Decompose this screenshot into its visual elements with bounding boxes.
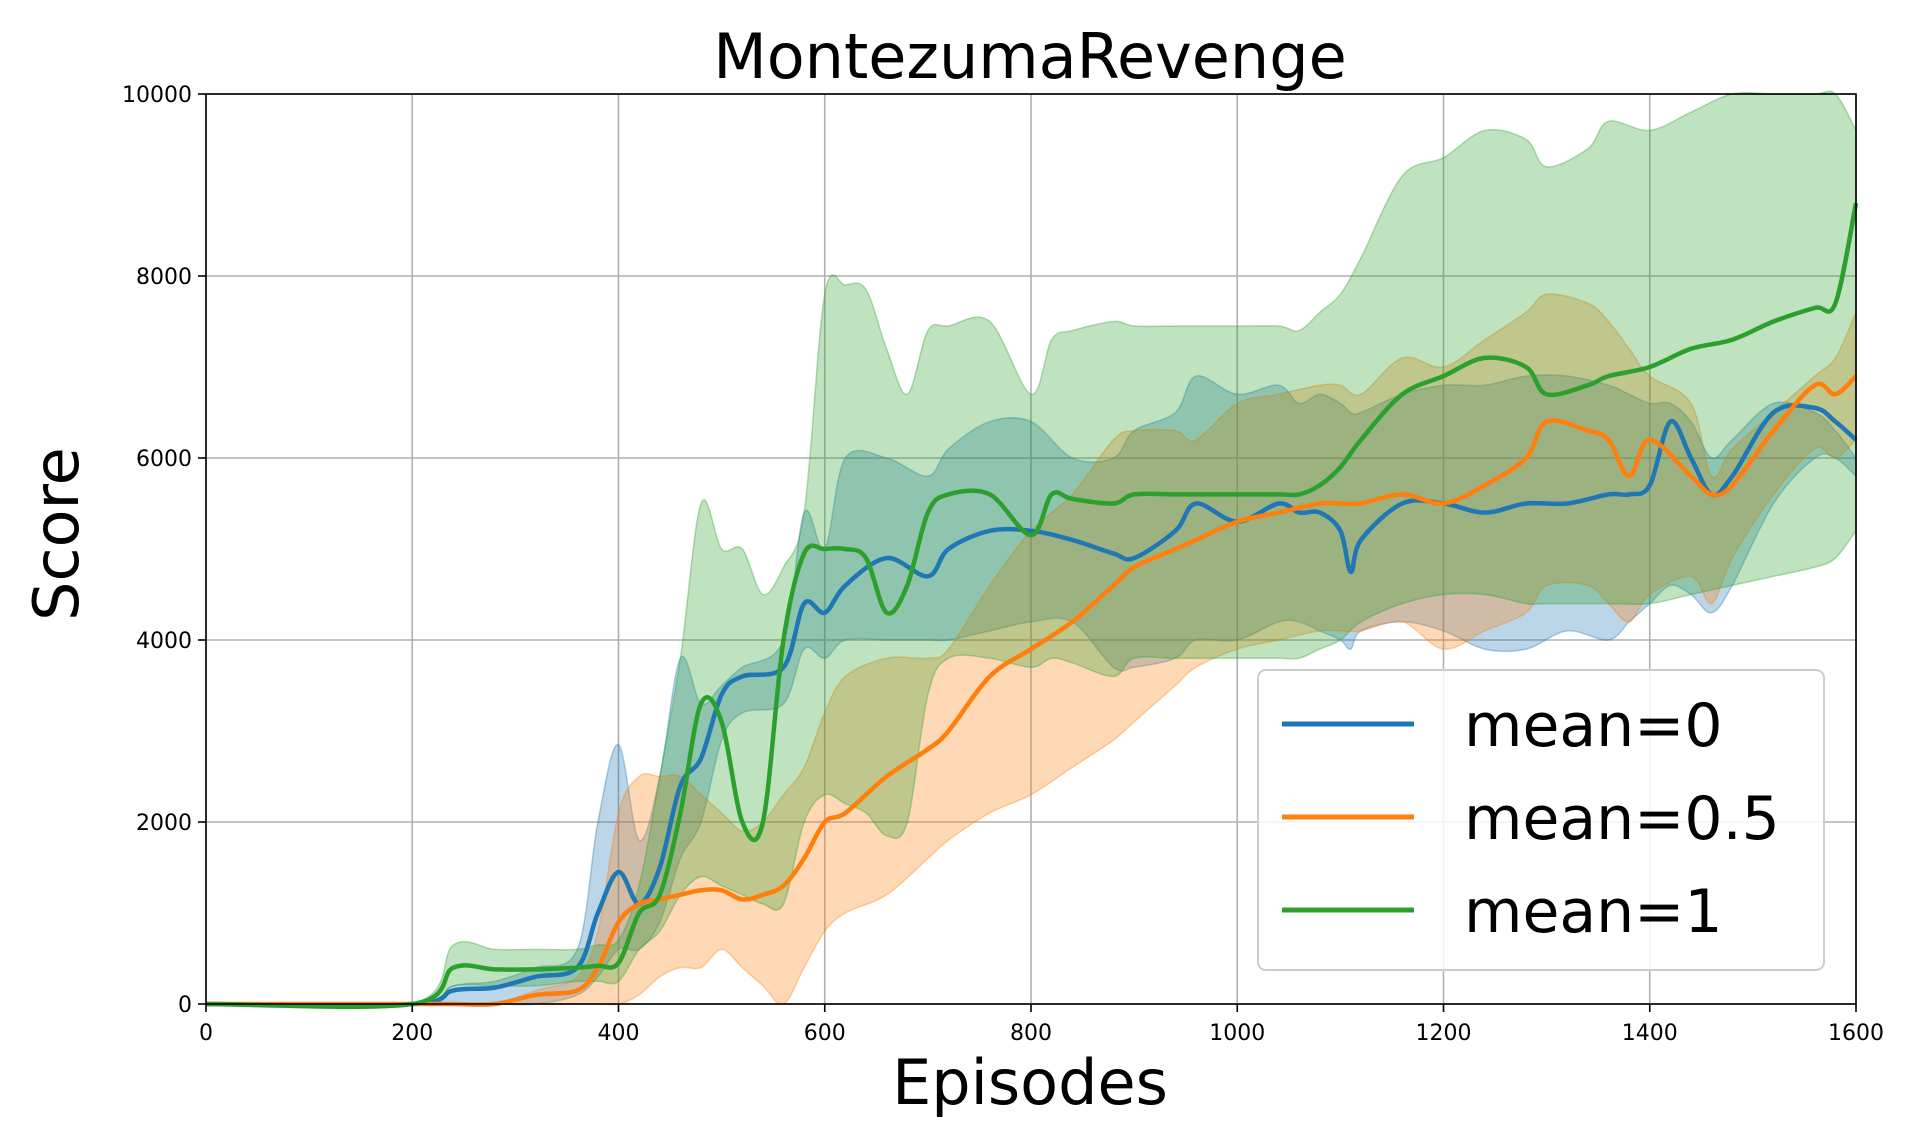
line-mean=0.5 — [206, 374, 1858, 1007]
x-axis-ticks: 0 200 400 600 800 1000 1200 1400 1600 — [199, 1004, 1884, 1046]
legend: mean=0 mean=0.5 mean=1 — [1257, 669, 1825, 971]
chart-title: MontezumaRevenge — [713, 20, 1346, 93]
legend-box — [1257, 669, 1825, 971]
x-tick-label: 200 — [391, 1021, 433, 1046]
legend-label: mean=0.5 — [1464, 784, 1780, 854]
band-mean=1 — [205, 90, 1857, 1010]
y-tick-label: 10000 — [122, 83, 192, 108]
legend-label: mean=0 — [1464, 691, 1723, 761]
x-tick-label: 800 — [1010, 1021, 1052, 1046]
x-tick-label: 600 — [804, 1021, 846, 1046]
y-tick-label: 2000 — [136, 811, 192, 836]
line-mean=1 — [205, 202, 1859, 1009]
x-axis-label: Episodes — [892, 1046, 1168, 1119]
x-tick-label: 1200 — [1416, 1021, 1472, 1046]
legend-label: mean=1 — [1464, 877, 1723, 947]
line-mean=0 — [205, 403, 1858, 1008]
x-tick-label: 1400 — [1622, 1021, 1678, 1046]
y-tick-label: 6000 — [136, 447, 192, 472]
y-tick-label: 4000 — [136, 629, 192, 654]
y-tick-label: 8000 — [136, 265, 192, 290]
series-lines — [205, 202, 1859, 1009]
x-tick-label: 1600 — [1828, 1021, 1884, 1046]
band-mean=0 — [205, 374, 1857, 1007]
y-axis-ticks: 0 2000 4000 6000 8000 10000 — [122, 83, 206, 1018]
x-tick-label: 0 — [199, 1021, 213, 1046]
y-tick-label: 0 — [178, 993, 192, 1018]
y-axis-label: Score — [20, 447, 93, 621]
x-tick-label: 1000 — [1209, 1021, 1265, 1046]
x-tick-label: 400 — [598, 1021, 640, 1046]
